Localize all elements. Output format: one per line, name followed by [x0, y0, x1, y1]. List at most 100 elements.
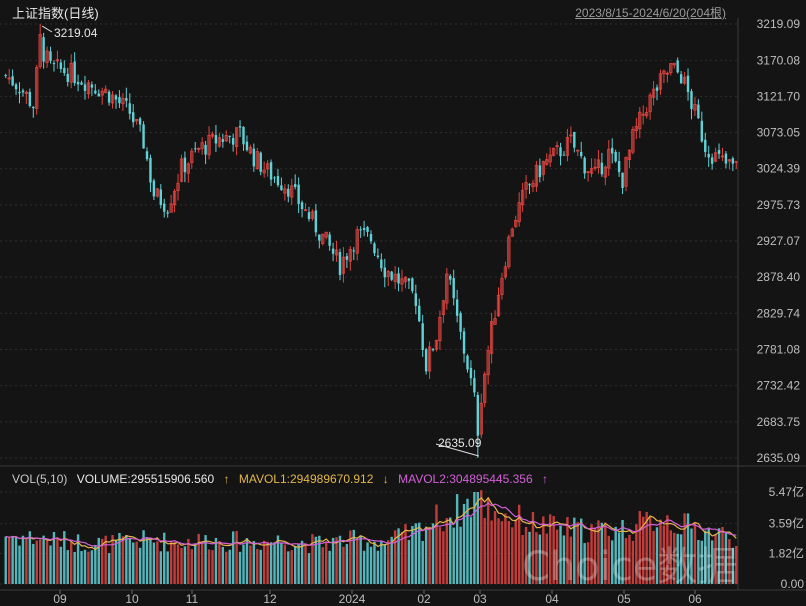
- candle-body-down: [580, 151, 583, 157]
- volume-bar-up: [176, 544, 180, 584]
- volume-bar-up: [283, 544, 287, 584]
- volume-bar-down: [455, 494, 459, 584]
- candle-body-up: [589, 168, 594, 174]
- volume-bar-down: [73, 551, 76, 584]
- volume-bar-up: [211, 550, 214, 584]
- volume-bar-down: [338, 535, 342, 584]
- volume-bar-up: [607, 535, 610, 584]
- volume-bar-down: [194, 544, 197, 584]
- candle-body-down: [83, 84, 87, 91]
- candle-body-down: [449, 275, 452, 280]
- candle-body-up: [38, 34, 42, 67]
- volume-bar-down: [11, 535, 14, 584]
- candle-body-up: [713, 152, 718, 162]
- mavol2-line: [5, 502, 737, 548]
- volume-bar-up: [400, 531, 404, 584]
- volume-bar-up: [87, 551, 90, 584]
- volume-bar-down: [276, 535, 280, 584]
- candle-body-down: [21, 90, 25, 93]
- volume-bar-down: [459, 526, 462, 584]
- candle-body-up: [693, 104, 697, 111]
- volume-bar-down: [679, 534, 683, 584]
- volume-bar-up: [548, 514, 552, 584]
- volume-bar-up: [645, 511, 648, 584]
- candle-body-down: [128, 103, 131, 114]
- candle-body-up: [179, 158, 184, 182]
- candle-body-up: [479, 402, 483, 435]
- candle-body-up: [400, 278, 404, 285]
- candle-body-down: [431, 349, 435, 351]
- volume-bar-down: [580, 518, 583, 584]
- vol-label: VOL(5,10): [12, 472, 68, 486]
- volume-bar-down: [617, 532, 621, 584]
- candle-body-down: [614, 152, 617, 162]
- candle-body-down: [338, 252, 342, 275]
- x-tick-label: 09: [53, 592, 67, 606]
- volume-bar-up: [648, 516, 652, 584]
- volume-tick-label: 3.59亿: [769, 516, 804, 531]
- candle-body-down: [280, 185, 283, 191]
- volume-bar-up: [635, 524, 638, 584]
- volume-bar-down: [407, 540, 411, 584]
- price-tick-label: 3121.70: [757, 89, 801, 103]
- date-range-link[interactable]: 2023/8/15-2024/6/20(204根): [575, 6, 726, 20]
- candle-body-down: [559, 147, 562, 157]
- volume-bar-down: [238, 551, 242, 584]
- volume-bar-up: [262, 540, 266, 584]
- volume-bar-down: [352, 529, 355, 584]
- volume-bar-up: [590, 524, 593, 584]
- volume-bar-down: [704, 530, 707, 584]
- volume-bar-up: [324, 541, 328, 584]
- volume-bar-down: [245, 538, 249, 584]
- candle-body-up: [586, 171, 590, 173]
- candle-body-down: [125, 98, 128, 101]
- candle-body-up: [569, 134, 573, 137]
- volume-bar-down: [94, 544, 97, 584]
- arrow-down-icon: ↓: [382, 472, 389, 486]
- volume-bar-up: [555, 529, 559, 584]
- candle-body-up: [669, 63, 673, 74]
- candle-body-down: [686, 75, 690, 93]
- volume-tick-label: 5.47亿: [769, 484, 804, 499]
- mavol2-value: MAVOL2:304895445.356: [398, 472, 533, 486]
- candle-body-up: [7, 77, 11, 80]
- volume-bar-down: [421, 541, 424, 584]
- candle-body-up: [234, 127, 239, 147]
- candle-body-down: [655, 87, 659, 91]
- candle-body-down: [373, 243, 376, 254]
- volume-bar-down: [655, 527, 659, 584]
- volume-bar-up: [121, 536, 125, 584]
- volume-bar-down: [21, 535, 25, 584]
- volume-bar-up: [624, 538, 628, 584]
- x-tick-label: 10: [125, 592, 139, 606]
- candle-body-down: [583, 157, 586, 174]
- x-tick-label: 11: [186, 592, 199, 606]
- candle-body-down: [273, 177, 276, 179]
- candle-body-up: [69, 62, 73, 83]
- volume-bar-up: [190, 549, 194, 584]
- candle-body-up: [648, 94, 652, 113]
- candle-body-down: [59, 62, 63, 70]
- volume-bar-up: [500, 521, 504, 584]
- volume-bar-up: [235, 530, 238, 584]
- candle-body-down: [611, 147, 614, 154]
- candle-body-up: [565, 137, 570, 156]
- volume-bar-up: [728, 539, 731, 584]
- volume-bar-up: [435, 504, 438, 584]
- candle-body-up: [135, 119, 139, 122]
- candle-body-down: [414, 293, 418, 306]
- volume-bar-up: [207, 549, 211, 584]
- candle-body-down: [345, 256, 349, 260]
- candle-body-down: [707, 153, 710, 158]
- candle-body-down: [80, 82, 83, 85]
- candle-body-down: [362, 228, 366, 231]
- volume-bar-up: [69, 542, 73, 584]
- volume-bar-down: [366, 542, 369, 584]
- volume-bar-up: [180, 547, 183, 584]
- candle-body-down: [66, 73, 69, 82]
- candle-body-up: [603, 166, 607, 178]
- volume-bar-up: [493, 511, 497, 584]
- volume-bar-up: [511, 527, 514, 584]
- volume-bar-up: [173, 541, 176, 584]
